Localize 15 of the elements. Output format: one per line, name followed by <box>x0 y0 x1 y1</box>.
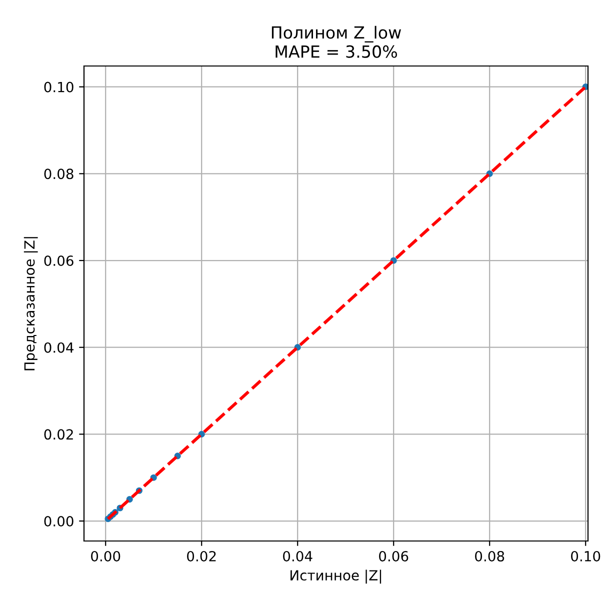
y-tick-label: 0.06 <box>44 255 74 266</box>
x-tick-label: 0.00 <box>91 550 120 562</box>
y-tick-label: 0.00 <box>44 516 74 526</box>
y-tick-label: 0.08 <box>44 168 74 180</box>
y-tick-label: 0.02 <box>44 429 73 440</box>
y-tick-label: 0.04 <box>44 342 74 353</box>
x-tick-label: 0.06 <box>379 550 408 562</box>
x-tick-label: 0.04 <box>283 550 312 562</box>
x-tick-label: 0.08 <box>475 550 504 562</box>
chart-title: Полином Z_low MAPE = 3.50% <box>272 26 401 58</box>
x-axis-title: Истинное |Z| <box>290 570 382 584</box>
x-tick-label: 0.10 <box>571 550 600 562</box>
y-axis-title: Предсказанное |Z| <box>24 237 38 370</box>
y-tick-label: 0.10 <box>44 82 74 92</box>
x-tick-label: 0.02 <box>187 550 216 562</box>
